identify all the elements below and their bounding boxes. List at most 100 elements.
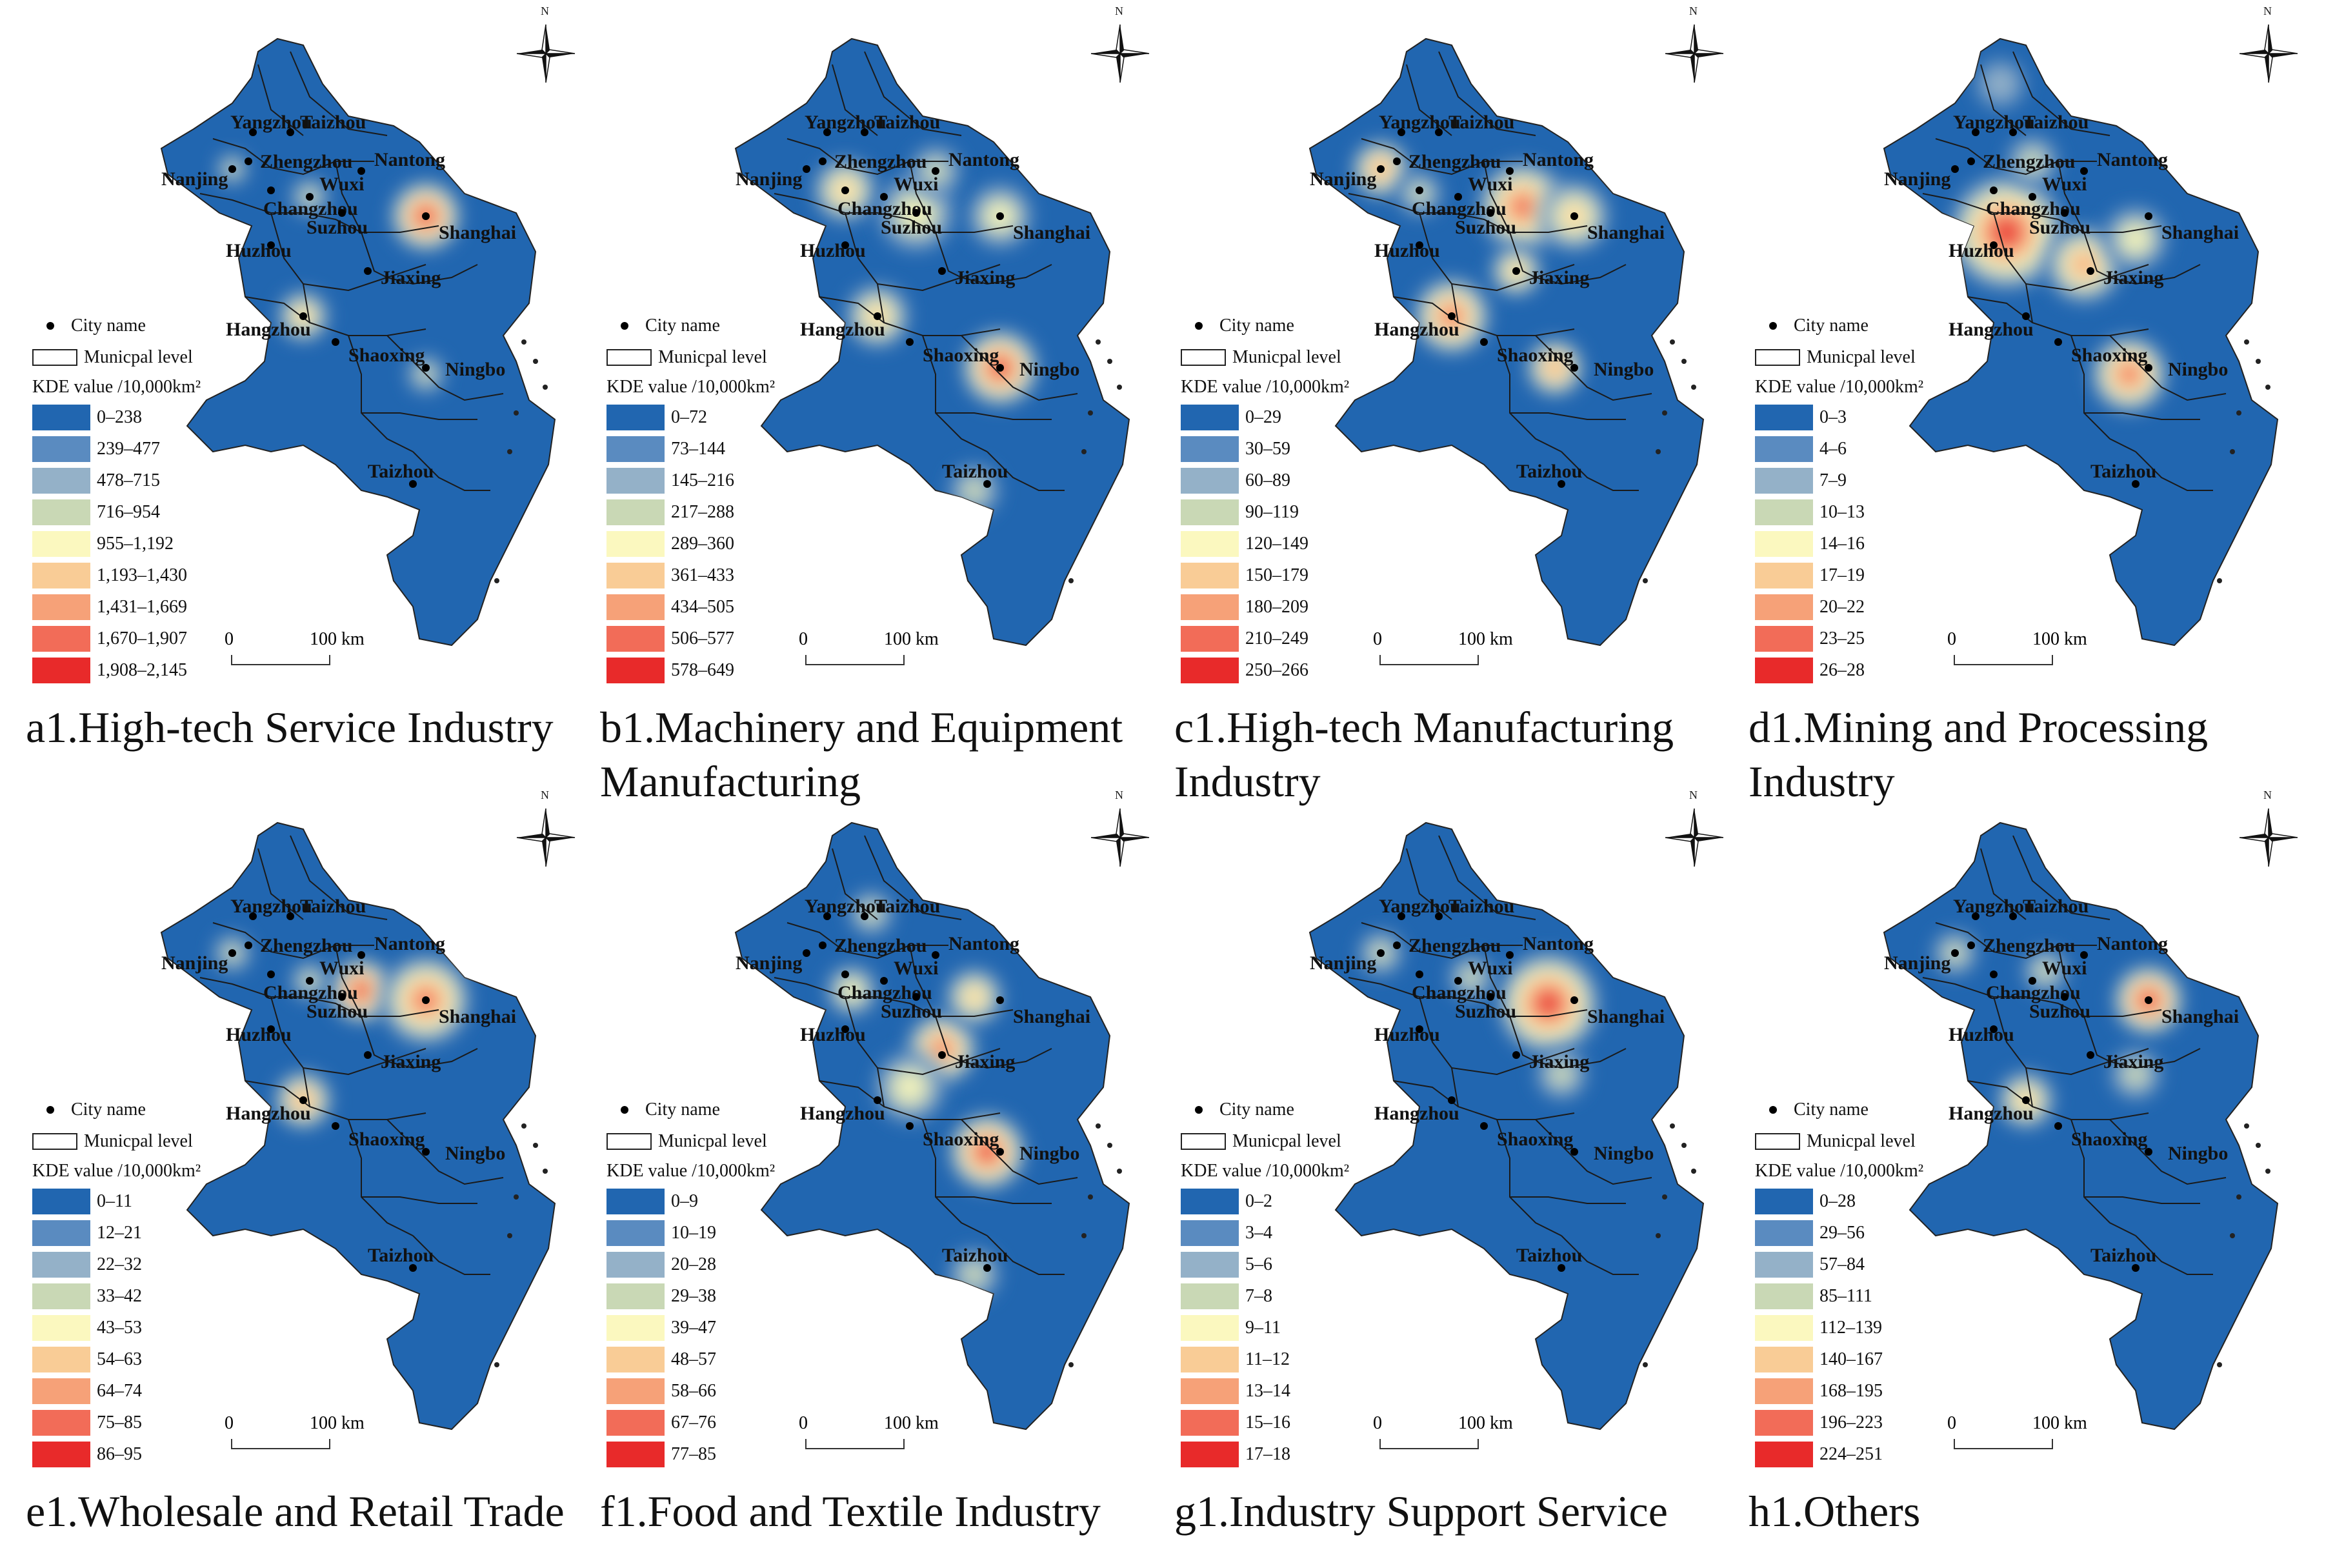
- boundary-box-icon: [32, 348, 77, 366]
- legend-class-row: 140–167: [1755, 1343, 1923, 1375]
- city-dot: [422, 364, 430, 372]
- kde-hotspots: [1358, 930, 1600, 1100]
- island-mark: [2256, 359, 2261, 364]
- legend-class-row: 0–2: [1181, 1185, 1349, 1217]
- map-panel: Yangzhou Taizhou Zhengzhou Nanjing Nantong Ch…: [0, 784, 576, 1568]
- boundary-box-icon: [606, 1132, 652, 1150]
- city-dot: [1435, 912, 1443, 920]
- city-label: Ningbo: [1019, 359, 1079, 380]
- city-label: Ningbo: [1594, 1143, 1654, 1164]
- island-mark: [1088, 1194, 1093, 1200]
- legend-class-label: 10–19: [671, 1222, 716, 1243]
- legend-swatch: [606, 467, 665, 494]
- legend-swatch: [1181, 436, 1239, 462]
- legend-class-row: 1,431–1,669: [32, 591, 201, 623]
- city-dot: [422, 212, 430, 220]
- city-dot: [912, 209, 920, 217]
- legend-swatch: [1755, 436, 1813, 462]
- scale-zero-label: 0: [1947, 1413, 1956, 1433]
- city-label: Yangzhou: [805, 112, 887, 133]
- city-label: Zhengzhou: [1408, 151, 1501, 172]
- legend-class-row: 48–57: [606, 1343, 775, 1375]
- legend-class-label: 20–22: [1819, 596, 1865, 617]
- city-dot: [267, 970, 275, 978]
- legend-municipal-label: Municpal level: [1232, 1131, 1341, 1151]
- legend-class-label: 0–29: [1245, 407, 1281, 427]
- legend-class-label: 77–85: [671, 1443, 716, 1464]
- north-arrow-icon: N: [1658, 5, 1729, 87]
- city-dot: [819, 157, 827, 165]
- legend-class-label: 180–209: [1245, 596, 1308, 617]
- city-label: Nantong: [948, 149, 1019, 170]
- island-mark: [1088, 410, 1093, 416]
- legend-swatch: [606, 562, 665, 588]
- city-dot: [996, 996, 1004, 1004]
- legend-swatch: [1181, 1441, 1239, 1467]
- region-fill: [160, 37, 556, 647]
- north-arrow-icon: N: [510, 789, 581, 871]
- legend-class-label: 0–28: [1819, 1191, 1856, 1211]
- legend-class-row: 9–11: [1181, 1312, 1349, 1343]
- city-dot: [819, 941, 827, 949]
- legend-class-label: 20–28: [671, 1254, 716, 1274]
- city-label: Shanghai: [439, 1006, 516, 1027]
- city-label: Yangzhou: [230, 112, 312, 133]
- legend-class-row: 29–56: [1755, 1217, 1923, 1249]
- legend-swatch: [32, 1346, 90, 1372]
- legend-class-label: 0–3: [1819, 407, 1847, 427]
- island-mark: [2230, 1233, 2235, 1238]
- city-label: Taizhou: [1516, 461, 1582, 482]
- city-dot: [1398, 912, 1405, 920]
- city-label: Suzhou: [881, 217, 942, 238]
- legend-swatch: [606, 1378, 665, 1404]
- city-dot-icon: [1195, 321, 1203, 330]
- legend-swatch: [1755, 530, 1813, 557]
- city-dot: [1506, 167, 1514, 175]
- legend-class-label: 361–433: [671, 565, 734, 585]
- scale-km-label: 100 km: [2032, 1413, 2087, 1433]
- legend-swatch: [606, 1441, 665, 1467]
- city-label: Taizhou: [942, 1245, 1008, 1266]
- legend-swatch: [1755, 499, 1813, 525]
- panel-caption: h1.Others: [1749, 1487, 1921, 1536]
- city-label: Zhengzhou: [1983, 935, 2075, 956]
- legend-swatch: [606, 625, 665, 652]
- legend-class-row: 0–72: [606, 401, 775, 433]
- kde-map: YangzhouTaizhouZhengzhouNanjingNantongCh…: [1308, 37, 1705, 647]
- map-panel: Yangzhou Taizhou Zhengzhou Nanjing Nantong Ch…: [1148, 784, 1724, 1568]
- north-arrow-icon: N: [2232, 5, 2303, 87]
- legend-class-row: 716–954: [32, 496, 201, 528]
- island-mark: [1107, 1143, 1112, 1148]
- city-dot: [2022, 1096, 2030, 1104]
- city-dot: [2061, 993, 2069, 1001]
- city-dot: [823, 128, 831, 136]
- island-mark: [2256, 1143, 2261, 1148]
- legend-class-label: 58–66: [671, 1380, 716, 1401]
- scale-zero-label: 0: [799, 629, 808, 649]
- hotspot: [2103, 206, 2168, 271]
- legend-class-label: 11–12: [1245, 1349, 1290, 1369]
- north-arrow-icon: N: [1084, 789, 1155, 871]
- panel-caption: g1.Industry Support Service: [1174, 1487, 1668, 1536]
- city-dot: [1972, 128, 1979, 136]
- scale-bar: 0 100 km: [787, 1413, 939, 1452]
- city-dot: [861, 128, 868, 136]
- legend-city-row: City name: [1181, 310, 1349, 341]
- north-arrow-icon: N: [1658, 789, 1729, 871]
- legend-swatch: [606, 499, 665, 525]
- legend-class-row: 30–59: [1181, 433, 1349, 465]
- map-legend: City name Municpal level KDE value /10,000…: [1181, 310, 1349, 686]
- legend-kde-title: KDE value /10,000km²: [606, 377, 776, 397]
- legend-class-row: 10–19: [606, 1217, 775, 1249]
- legend-municipal-label: Municpal level: [84, 347, 193, 367]
- boundary-box-icon: [1181, 348, 1226, 366]
- legend-class-label: 33–42: [97, 1285, 142, 1306]
- city-dot: [874, 312, 881, 320]
- city-label: Huzhou: [800, 240, 866, 261]
- legend-swatch: [1755, 594, 1813, 620]
- legend-class-row: 1,670–1,907: [32, 623, 201, 654]
- island-mark: [2244, 1123, 2249, 1129]
- legend-city-row: City name: [1755, 1094, 1923, 1125]
- city-dot: [332, 1122, 339, 1130]
- city-dot: [938, 1051, 946, 1059]
